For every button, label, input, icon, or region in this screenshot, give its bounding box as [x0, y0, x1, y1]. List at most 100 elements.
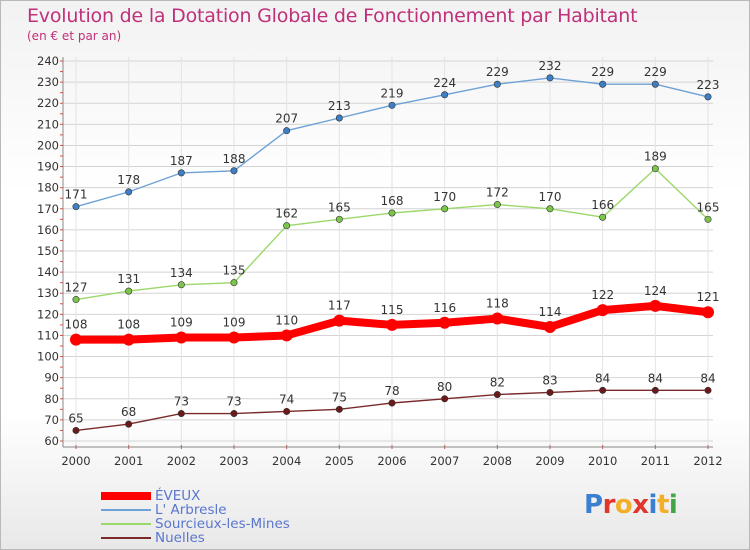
- data-point: [544, 321, 556, 333]
- data-label: 84: [595, 371, 610, 385]
- y-tick-label: 110: [37, 328, 59, 342]
- legend-label: L' Arbresle: [155, 502, 227, 518]
- data-label: 170: [539, 190, 562, 204]
- data-point: [230, 279, 238, 287]
- data-label: 73: [174, 395, 189, 409]
- y-tick-label: 120: [37, 307, 59, 321]
- data-point: [283, 407, 291, 415]
- y-tick-label: 150: [37, 244, 59, 258]
- data-point: [599, 80, 607, 88]
- x-tick-label: 2006: [377, 454, 406, 468]
- data-label: 110: [275, 313, 298, 327]
- data-point: [388, 209, 396, 217]
- data-label: 171: [65, 188, 88, 202]
- data-label: 162: [275, 207, 298, 221]
- data-label: 172: [486, 186, 509, 200]
- data-point: [335, 215, 343, 223]
- logo-letter: r: [602, 490, 616, 520]
- data-label: 122: [591, 288, 614, 302]
- data-label: 65: [68, 411, 83, 425]
- data-label: 115: [381, 303, 404, 317]
- data-point: [335, 114, 343, 122]
- data-label: 134: [170, 266, 193, 280]
- data-label: 219: [381, 86, 404, 100]
- y-tick-label: 130: [37, 286, 59, 300]
- chart-title: Evolution de la Dotation Globale de Fonc…: [27, 5, 638, 27]
- y-tick-label: 230: [37, 75, 59, 89]
- x-tick-label: 2002: [167, 454, 196, 468]
- logo-letter: i: [648, 490, 658, 520]
- data-label: 109: [170, 316, 193, 330]
- data-label: 80: [437, 380, 452, 394]
- data-label: 68: [121, 405, 136, 419]
- data-point: [230, 167, 238, 175]
- proxiti-logo: Proxiti: [584, 490, 678, 520]
- data-label: 73: [226, 395, 241, 409]
- data-label: 82: [490, 376, 505, 390]
- data-point: [177, 169, 185, 177]
- data-label: 223: [697, 78, 720, 92]
- data-label: 84: [648, 371, 663, 385]
- x-tick-label: 2012: [693, 454, 722, 468]
- y-tick-label: 200: [37, 138, 59, 152]
- y-tick-label: 70: [44, 413, 59, 427]
- data-label: 187: [170, 154, 193, 168]
- data-point: [651, 165, 659, 173]
- data-point: [704, 93, 712, 101]
- x-tick-label: 2000: [61, 454, 90, 468]
- logo-letter: o: [614, 490, 633, 520]
- x-tick-label: 2005: [325, 454, 354, 468]
- y-tick-label: 180: [37, 181, 59, 195]
- data-point: [280, 329, 293, 342]
- y-tick-label: 190: [37, 160, 59, 174]
- data-label: 207: [275, 112, 298, 126]
- data-point: [70, 333, 82, 346]
- legend-swatch: [101, 509, 151, 511]
- data-label: 124: [644, 284, 667, 298]
- chart-legend: ÉVEUX L' Arbresle Sourcieux-les-Mines Nuell…: [101, 489, 290, 545]
- y-tick-label: 90: [44, 371, 59, 385]
- legend-label: ÉVEUX: [155, 488, 201, 504]
- data-point: [228, 331, 240, 344]
- y-tick-label: 170: [37, 202, 59, 216]
- data-point: [177, 410, 185, 418]
- data-point: [493, 201, 501, 209]
- data-label: 178: [117, 173, 140, 187]
- data-point: [651, 386, 659, 394]
- logo-letter: P: [584, 490, 603, 520]
- data-point: [122, 333, 135, 346]
- data-point: [441, 205, 449, 213]
- legend-label: Sourcieux-les-Mines: [155, 516, 290, 532]
- data-point: [72, 296, 80, 304]
- data-label: 108: [117, 318, 140, 332]
- data-point: [649, 299, 662, 312]
- data-label: 114: [539, 305, 562, 319]
- data-label: 78: [384, 384, 399, 398]
- data-point: [72, 203, 80, 211]
- x-tick-label: 2004: [272, 454, 301, 468]
- data-point: [283, 222, 291, 230]
- data-point: [438, 316, 451, 329]
- data-label: 109: [223, 316, 246, 330]
- data-point: [493, 80, 501, 88]
- x-tick-label: 2009: [535, 454, 564, 468]
- x-tick-label: 2001: [114, 454, 143, 468]
- data-label: 229: [644, 65, 667, 79]
- data-label: 170: [433, 190, 456, 204]
- data-point: [335, 405, 343, 413]
- y-tick-label: 220: [37, 96, 59, 110]
- x-tick-label: 2007: [430, 454, 459, 468]
- data-label: 188: [223, 152, 246, 166]
- data-label: 116: [433, 301, 456, 315]
- legend-swatch: [101, 523, 151, 525]
- y-tick-label: 210: [37, 117, 59, 131]
- logo-letter: t: [656, 490, 669, 520]
- data-point: [125, 287, 133, 295]
- data-point: [599, 386, 607, 394]
- chart-subtitle: (en € et par an): [27, 29, 122, 43]
- data-label: 127: [65, 281, 88, 295]
- data-point: [441, 395, 449, 403]
- data-label: 229: [486, 65, 509, 79]
- data-label: 84: [700, 371, 715, 385]
- x-tick-label: 2003: [219, 454, 248, 468]
